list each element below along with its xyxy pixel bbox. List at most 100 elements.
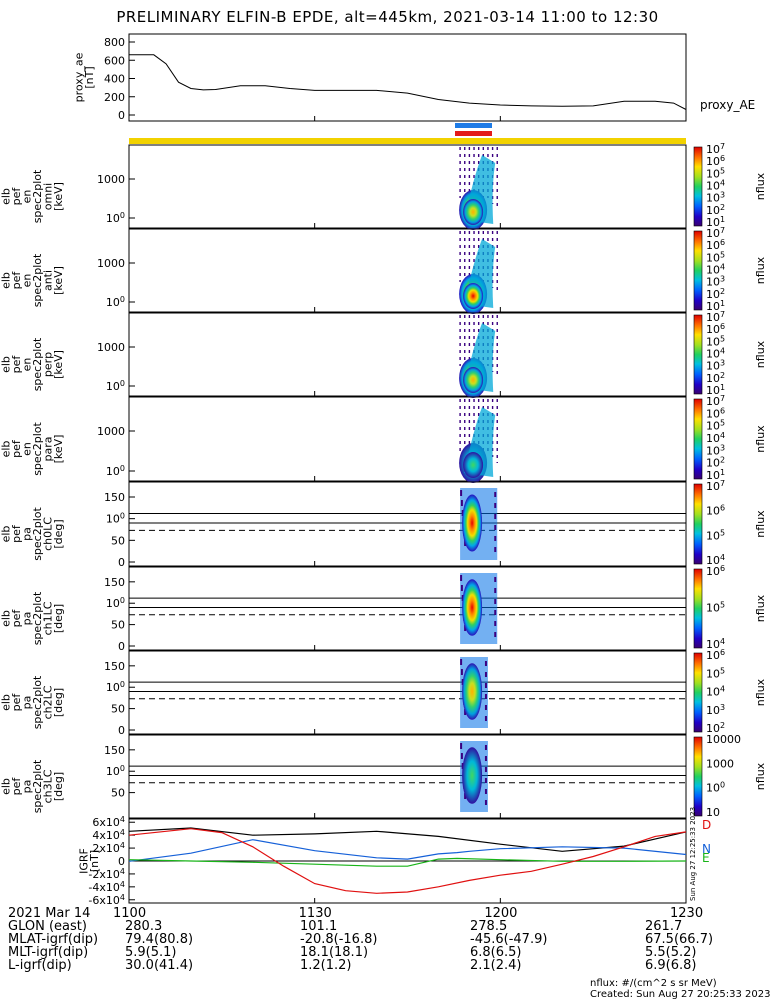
energy-panel-2-colorbar-tick: 105 — [706, 250, 725, 264]
energy-panel-4-colorbar-tick: 101 — [706, 468, 725, 482]
pitch-panel-4-ylabel-line: ch3LC — [42, 769, 55, 803]
igrf-series-n — [128, 839, 687, 862]
pitch-panel-4-ytick-label: 150 — [104, 744, 125, 757]
proxy-ae-legend: proxy_AE — [700, 98, 755, 112]
pitch-panel-2-ytick-label: 50 — [111, 619, 125, 632]
x-tick-label: 1100 — [113, 906, 147, 921]
footer-row-label: L-igrf(dip) — [8, 958, 72, 973]
pitch-panel-1-ylabel-line: pef — [10, 524, 23, 543]
footer-row-value: 5.5(5.2) — [645, 945, 697, 960]
igrf-ytick-label: 6x104 — [92, 815, 125, 829]
energy-panel-2-colorbar-tick: 107 — [706, 226, 725, 240]
pitch-panel-1-colorbar-tick: 105 — [706, 528, 725, 542]
energy-panel-1-frame — [128, 144, 687, 229]
pitch-panel-1-ylabel-line: ch0LC — [42, 517, 55, 551]
pitch-panel-2-ylabel-line: [deg] — [52, 604, 65, 633]
units-note: nflux: #/(cm^2 s sr MeV) — [590, 978, 717, 989]
proxy-ae-ytick-label: 600 — [104, 54, 125, 67]
footer-row-label: MLT-igrf(dip) — [8, 945, 89, 960]
energy-panel-3-ylabel-line: [keV] — [52, 350, 65, 379]
proxy-ae-ylabel: proxy_ae[nT] — [73, 52, 97, 102]
pitch-panel-2-flux-peak — [462, 579, 483, 636]
energy-panel-3-ylabel-line: spec2plot — [31, 337, 44, 391]
burst-marker-blue — [455, 123, 492, 128]
footer-row-value: 278.5 — [470, 919, 508, 934]
footer-row-value: 6.8(6.5) — [470, 945, 522, 960]
pitch-panel-3-ylabel: elbpefpaspec2plotch2LC[deg] — [0, 675, 65, 729]
energy-panel-2-colorbar-tick: 106 — [706, 238, 725, 252]
energy-panel-4-ylabel-line: [keV] — [52, 435, 65, 464]
energy-panel-3-ytick-label: 100 — [106, 379, 125, 393]
pitch-panel-3-ytick-label: 0 — [118, 724, 125, 737]
energy-panel-2-ylabel-line: anti — [42, 270, 55, 291]
pitch-panel-2-ylabel-line: pef — [10, 609, 23, 628]
igrf-legend-e: E — [702, 851, 710, 865]
energy-panel-4-ylabel-line: en — [21, 442, 34, 456]
figure-title: PRELIMINARY ELFIN-B EPDE, alt=445km, 202… — [116, 8, 659, 26]
pitch-panel-4-colorbar-label: nflux — [754, 762, 767, 790]
proxy-ae-line — [129, 54, 687, 110]
pitch-panel-3-colorbar-tick: 106 — [706, 648, 725, 662]
footer-row-label: GLON (east) — [8, 919, 87, 934]
pitch-panel-2-ytick-label: 150 — [104, 576, 125, 589]
pitch-panel-4-ylabel: elbpefpaspec2plotch3LC[deg] — [0, 759, 65, 813]
pitch-panel-2-colorbar-tick: 104 — [706, 637, 725, 651]
energy-panel-4-colorbar-tick: 102 — [706, 456, 725, 470]
pitch-panel-1-ylabel: elbpefpaspec2plotch0LC[deg] — [0, 507, 65, 561]
igrf-ytick-label: -2x104 — [88, 867, 125, 881]
energy-panel-4-frame — [128, 396, 687, 482]
igrf-ytick-label: -4x104 — [88, 880, 125, 894]
pitch-panel-1-ytick-label: 0 — [118, 556, 125, 569]
footer-row-value: 18.1(18.1) — [300, 945, 369, 960]
proxy-ae-ytick-label: 800 — [104, 36, 125, 49]
energy-panel-3-colorbar-tick: 106 — [706, 322, 725, 336]
energy-panel-1-ylabel-line: spec2plot — [31, 169, 44, 223]
igrf-series-d — [128, 828, 687, 894]
footer-row-value: 79.4(80.8) — [125, 932, 194, 947]
igrf-series-total — [128, 827, 687, 852]
energy-panel-3-colorbar-tick: 101 — [706, 383, 725, 397]
proxy-ae-ylabel-line: proxy_ae — [73, 52, 86, 102]
energy-panel-3-ylabel-line: pef — [10, 355, 23, 374]
energy-panel-4-ylabel-line: pef — [10, 439, 23, 458]
pitch-panel-3-ylabel-line: pa — [21, 696, 34, 710]
pitch-panel-2-colorbar-label: nflux — [754, 594, 767, 622]
energy-panel-2-colorbar-tick: 104 — [706, 263, 725, 277]
proxy-ae-ytick-label: 200 — [104, 91, 125, 104]
energy-panel-4-colorbar-tick: 104 — [706, 431, 725, 445]
energy-panel-2-colorbar-tick: 102 — [706, 287, 725, 301]
pitch-panel-2-ylabel-line: spec2plot — [31, 591, 44, 645]
pitch-panel-4-colorbar-tick: 10000 — [706, 733, 741, 746]
energy-panel-3-colorbar-tick: 107 — [706, 310, 725, 324]
proxy-ae-ytick-label: 400 — [104, 73, 125, 86]
pitch-panel-4-ytick-label: 100 — [106, 764, 125, 778]
energy-panel-3-colorbar-tick: 103 — [706, 359, 725, 373]
energy-panel-1-ytick-label: 1000 — [97, 173, 125, 186]
pitch-panel-4-colorbar-tick: 1000 — [706, 757, 734, 770]
energy-panel-4-colorbar-tick: 103 — [706, 443, 725, 457]
pitch-panel-4-ylabel-line: [deg] — [52, 772, 65, 801]
igrf-timestamp: Sun Aug 27 12:25:33 2023 — [689, 807, 697, 901]
energy-panel-2-ylabel-line: en — [21, 274, 34, 288]
energy-panel-4-ytick-label: 1000 — [97, 425, 125, 438]
footer-row-value: 280.3 — [125, 919, 163, 934]
pitch-panel-1-ytick-label: 150 — [104, 491, 125, 504]
igrf-ytick-label: 0 — [118, 855, 125, 868]
energy-panel-4-ylabel: elbpefenspec2plotpara[keV] — [0, 422, 65, 476]
energy-panel-1-colorbar — [693, 146, 703, 227]
energy-panel-1-colorbar-label: nflux — [754, 172, 767, 200]
energy-panel-4-ylabel-line: elb — [0, 441, 13, 458]
energy-panel-1-colorbar-tick: 103 — [706, 191, 725, 205]
igrf-legend-d: D — [702, 818, 711, 832]
pitch-panel-3-colorbar-tick: 102 — [706, 721, 725, 735]
energy-panel-3-colorbar-label: nflux — [754, 340, 767, 368]
energy-panel-4-flux-peak — [463, 452, 484, 478]
pitch-panel-1-colorbar-tick: 104 — [706, 553, 725, 567]
pitch-panel-3-ylabel-line: ch2LC — [42, 685, 55, 719]
pitch-panel-3-colorbar-label: nflux — [754, 678, 767, 706]
pitch-panel-3-frame — [128, 650, 687, 735]
energy-panel-1-ytick-label: 100 — [106, 211, 125, 225]
pitch-panel-2-ytick-label: 0 — [118, 640, 125, 653]
pitch-panel-4-ylabel-line: spec2plot — [31, 759, 44, 813]
pitch-panel-4-colorbar-tick: 100 — [706, 781, 725, 795]
